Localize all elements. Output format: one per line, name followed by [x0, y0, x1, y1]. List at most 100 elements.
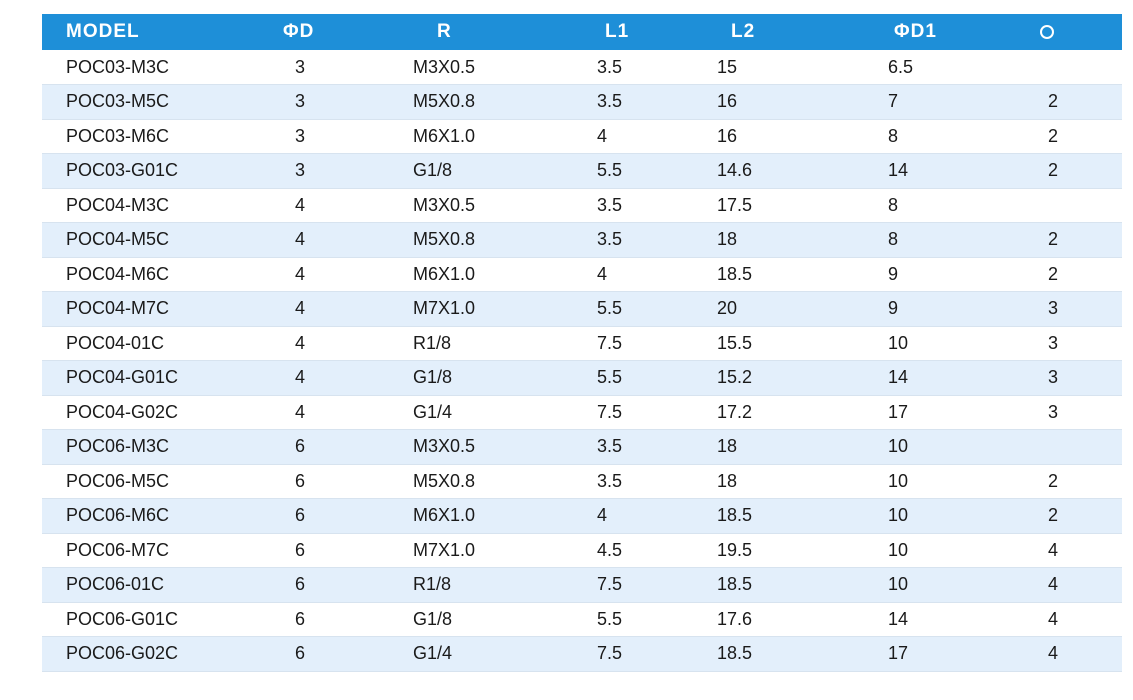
cell-thread: M7X1.0 [377, 533, 547, 568]
table-row: POC04-G01C 4 G1/8 5.5 15.2 14 3 [42, 360, 1122, 396]
cell-l2: 17.5 [687, 188, 852, 223]
table-row: POC06-M5C 6 M5X0.8 3.5 18 10 2 [42, 464, 1122, 499]
cell-thread: M5X0.8 [377, 464, 547, 499]
cell-l1: 3.5 [547, 222, 687, 258]
cell-model: POC03-M6C [42, 119, 217, 154]
cell-l1: 5.5 [547, 360, 687, 396]
cell-circle: 2 [992, 257, 1122, 292]
cell-diameter: 4 [217, 188, 377, 223]
cell-diameter: 6 [217, 602, 377, 637]
cell-circle: 2 [992, 222, 1122, 258]
cell-diameter-d1: 8 [852, 188, 992, 223]
cell-diameter-d1: 14 [852, 153, 992, 189]
cell-model: POC04-G01C [42, 360, 217, 396]
cell-thread: M3X0.5 [377, 429, 547, 465]
cell-l1: 7.5 [547, 636, 687, 672]
cell-l1: 3.5 [547, 50, 687, 85]
cell-l2: 17.2 [687, 395, 852, 430]
cell-l1: 4 [547, 498, 687, 534]
table-row: POC03-G01C 3 G1/8 5.5 14.6 14 2 [42, 153, 1122, 189]
cell-model: POC06-01C [42, 567, 217, 603]
cell-model: POC03-M3C [42, 50, 217, 85]
cell-diameter: 4 [217, 395, 377, 430]
cell-circle: 3 [992, 395, 1122, 430]
table-row: POC03-M6C 3 M6X1.0 4 16 8 2 [42, 119, 1122, 154]
cell-thread: M3X0.5 [377, 50, 547, 85]
cell-model: POC03-G01C [42, 153, 217, 189]
cell-diameter-d1: 8 [852, 222, 992, 258]
cell-circle: 3 [992, 291, 1122, 327]
cell-diameter: 3 [217, 84, 377, 120]
cell-diameter-d1: 7 [852, 84, 992, 120]
cell-l2: 17.6 [687, 602, 852, 637]
cell-circle: 2 [992, 119, 1122, 154]
cell-diameter: 3 [217, 50, 377, 85]
header-circle [992, 14, 1122, 50]
cell-l2: 14.6 [687, 153, 852, 189]
table-row: POC06-M6C 6 M6X1.0 4 18.5 10 2 [42, 498, 1122, 534]
cell-circle: 2 [992, 464, 1122, 499]
cell-thread: G1/8 [377, 360, 547, 396]
table-row: POC06-G02C 6 G1/4 7.5 18.5 17 4 [42, 636, 1122, 672]
cell-diameter-d1: 6.5 [852, 50, 992, 85]
cell-diameter: 6 [217, 429, 377, 465]
cell-thread: M3X0.5 [377, 188, 547, 223]
cell-l2: 18.5 [687, 257, 852, 292]
cell-diameter-d1: 17 [852, 395, 992, 430]
cell-diameter: 6 [217, 464, 377, 499]
cell-diameter-d1: 10 [852, 326, 992, 361]
cell-model: POC06-M3C [42, 429, 217, 465]
table-row: POC03-M5C 3 M5X0.8 3.5 16 7 2 [42, 84, 1122, 120]
cell-model: POC06-M7C [42, 533, 217, 568]
header-l1: L1 [605, 21, 630, 42]
cell-l2: 19.5 [687, 533, 852, 568]
table-row: POC04-01C 4 R1/8 7.5 15.5 10 3 [42, 326, 1122, 361]
cell-l1: 4 [547, 257, 687, 292]
table-row: POC04-G02C 4 G1/4 7.5 17.2 17 3 [42, 395, 1122, 430]
cell-l1: 5.5 [547, 291, 687, 327]
table-row: POC04-M3C 4 M3X0.5 3.5 17.5 8 [42, 188, 1122, 223]
cell-circle: 4 [992, 567, 1122, 603]
header-thread: R [437, 21, 452, 42]
header-l2: L2 [731, 21, 756, 42]
spec-table: MODEL ΦD R L1 L2 ΦD1 POC03-M3C 3 M3X0.5 3.5… [42, 14, 1122, 672]
cell-diameter-d1: 9 [852, 257, 992, 292]
circle-icon [1040, 24, 1054, 39]
cell-diameter-d1: 10 [852, 498, 992, 534]
cell-diameter: 3 [217, 119, 377, 154]
cell-model: POC06-M6C [42, 498, 217, 534]
cell-l1: 4 [547, 119, 687, 154]
cell-circle [992, 429, 1122, 465]
cell-model: POC04-G02C [42, 395, 217, 430]
cell-thread: M6X1.0 [377, 119, 547, 154]
cell-thread: M5X0.8 [377, 84, 547, 120]
cell-l1: 5.5 [547, 153, 687, 189]
cell-diameter: 6 [217, 533, 377, 568]
cell-diameter-d1: 10 [852, 464, 992, 499]
cell-l2: 16 [687, 119, 852, 154]
cell-circle [992, 50, 1122, 85]
spec-table-container: MODEL ΦD R L1 L2 ΦD1 POC03-M3C 3 M3X0.5 3.5… [42, 14, 1122, 672]
cell-thread: M7X1.0 [377, 291, 547, 327]
cell-l2: 16 [687, 84, 852, 120]
cell-circle: 3 [992, 326, 1122, 361]
cell-l2: 15.2 [687, 360, 852, 396]
table-row: POC04-M6C 4 M6X1.0 4 18.5 9 2 [42, 257, 1122, 292]
cell-thread: M6X1.0 [377, 257, 547, 292]
header-diameter-d1: ΦD1 [894, 21, 937, 42]
cell-model: POC06-M5C [42, 464, 217, 499]
cell-l1: 7.5 [547, 567, 687, 603]
cell-model: POC04-M7C [42, 291, 217, 327]
cell-l1: 4.5 [547, 533, 687, 568]
cell-diameter-d1: 17 [852, 636, 992, 672]
cell-diameter: 4 [217, 257, 377, 292]
cell-diameter: 4 [217, 291, 377, 327]
cell-thread: R1/8 [377, 567, 547, 603]
cell-model: POC03-M5C [42, 84, 217, 120]
cell-l2: 15.5 [687, 326, 852, 361]
cell-l2: 18 [687, 222, 852, 258]
cell-circle: 3 [992, 360, 1122, 396]
cell-diameter: 6 [217, 567, 377, 603]
cell-circle [992, 188, 1122, 223]
table-row: POC04-M7C 4 M7X1.0 5.5 20 9 3 [42, 291, 1122, 327]
